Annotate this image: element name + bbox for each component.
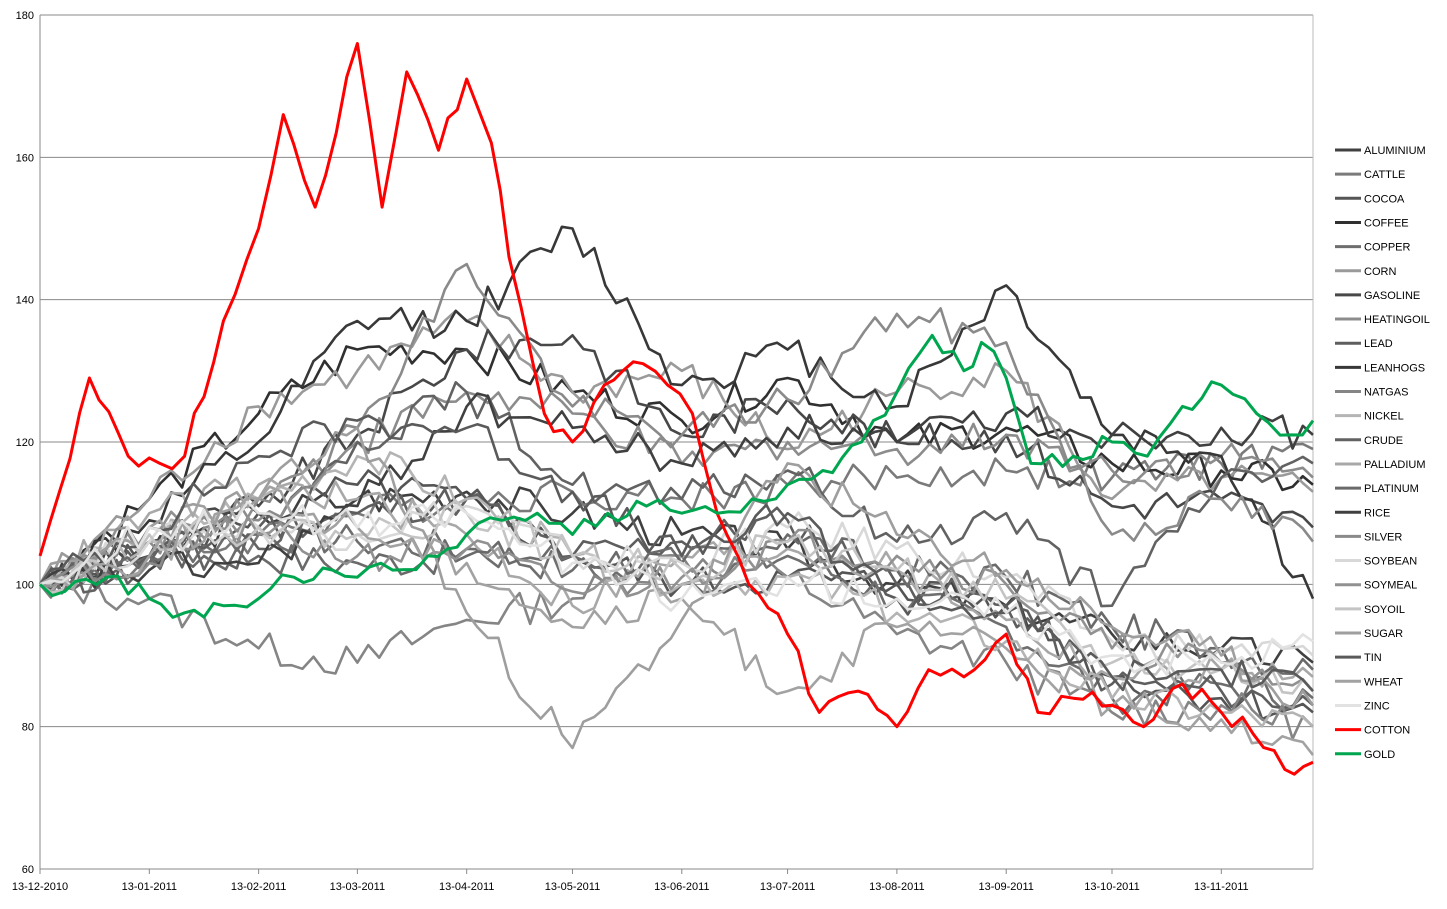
- series-line-silver: [39, 262, 1315, 586]
- x-tick-label: 13-03-2011: [330, 881, 385, 893]
- series-line-coffee: [38, 343, 1314, 586]
- legend-label-heatingoil: HEATINGOIL: [1364, 314, 1430, 326]
- series-line-sugar: [38, 426, 1315, 750]
- x-tick-label: 13-01-2011: [122, 881, 177, 893]
- y-tick-label: 60: [22, 864, 34, 876]
- x-tick-label: 13-10-2011: [1084, 881, 1139, 893]
- y-tick-label: 80: [22, 722, 34, 734]
- legend-label-lead: LEAD: [1364, 338, 1393, 350]
- axes: 60 80 100 120 140 160 180 13-12-2010 13-01-2011 1…: [12, 10, 1314, 893]
- y-tick-label: 120: [16, 437, 34, 449]
- series-line-corn: [39, 309, 1314, 586]
- legend-label-natgas: NATGAS: [1364, 387, 1408, 399]
- x-tick-label: 13-11-2011: [1194, 881, 1249, 893]
- x-tick-label: 13-07-2011: [760, 881, 815, 893]
- x-tick-label: 13-12-2010: [12, 881, 68, 893]
- legend-label-zinc: ZINC: [1364, 700, 1390, 712]
- x-tick-label: 13-08-2011: [869, 881, 924, 893]
- legend-label-soybean: SOYBEAN: [1364, 556, 1417, 568]
- series-line-gold: [38, 333, 1315, 619]
- y-tick-label: 180: [16, 10, 34, 22]
- legend-label-nickel: NICKEL: [1364, 411, 1404, 423]
- series-line-soymeal: [39, 510, 1314, 692]
- series-line-rice: [39, 392, 1314, 589]
- legend-label-corn: CORN: [1364, 266, 1396, 278]
- series-line-crude: [39, 380, 1314, 608]
- legend: ALUMINIUM CATTLE COCOA COFFEE COPPER CORN GASO…: [1335, 145, 1430, 761]
- series-line-tin: [38, 414, 1314, 692]
- y-tick-label: 100: [16, 579, 34, 591]
- legend-label-rice: RICE: [1364, 507, 1390, 519]
- legend-label-cotton: COTTON: [1364, 725, 1410, 737]
- series-line-zinc: [39, 500, 1314, 676]
- legend-label-aluminium: ALUMINIUM: [1364, 145, 1426, 157]
- x-tick-label: 13-02-2011: [231, 881, 286, 893]
- legend-label-palladium: PALLADIUM: [1364, 459, 1426, 471]
- legend-label-soyoil: SOYOIL: [1364, 604, 1405, 616]
- legend-label-leanhogs: LEANHOGS: [1364, 362, 1425, 374]
- legend-label-cocoa: COCOA: [1364, 193, 1405, 205]
- legend-label-cattle: CATTLE: [1364, 169, 1405, 181]
- series-lines: [38, 42, 1315, 776]
- x-tick-label: 13-04-2011: [439, 881, 494, 893]
- legend-label-crude: CRUDE: [1364, 435, 1403, 447]
- y-tick-label: 140: [16, 295, 34, 307]
- legend-label-gasoline: GASOLINE: [1364, 290, 1420, 302]
- x-tick-label: 13-06-2011: [654, 881, 709, 893]
- series-line-cotton: [38, 42, 1314, 776]
- legend-label-platinum: PLATINUM: [1364, 483, 1419, 495]
- legend-label-soymeal: SOYMEAL: [1364, 580, 1417, 592]
- legend-label-gold: GOLD: [1364, 749, 1395, 761]
- legend-label-tin: TIN: [1364, 652, 1382, 664]
- x-tick-label: 13-09-2011: [978, 881, 1033, 893]
- y-tick-label: 160: [16, 152, 34, 164]
- legend-label-coffee: COFFEE: [1364, 217, 1409, 229]
- legend-label-copper: COPPER: [1364, 242, 1411, 254]
- series-line-nickel: [39, 451, 1314, 728]
- legend-label-wheat: WHEAT: [1364, 676, 1403, 688]
- x-tick-label: 13-05-2011: [545, 881, 600, 893]
- legend-label-silver: SILVER: [1364, 531, 1402, 543]
- legend-label-sugar: SUGAR: [1364, 628, 1403, 640]
- series-line-leanhogs: [38, 225, 1315, 600]
